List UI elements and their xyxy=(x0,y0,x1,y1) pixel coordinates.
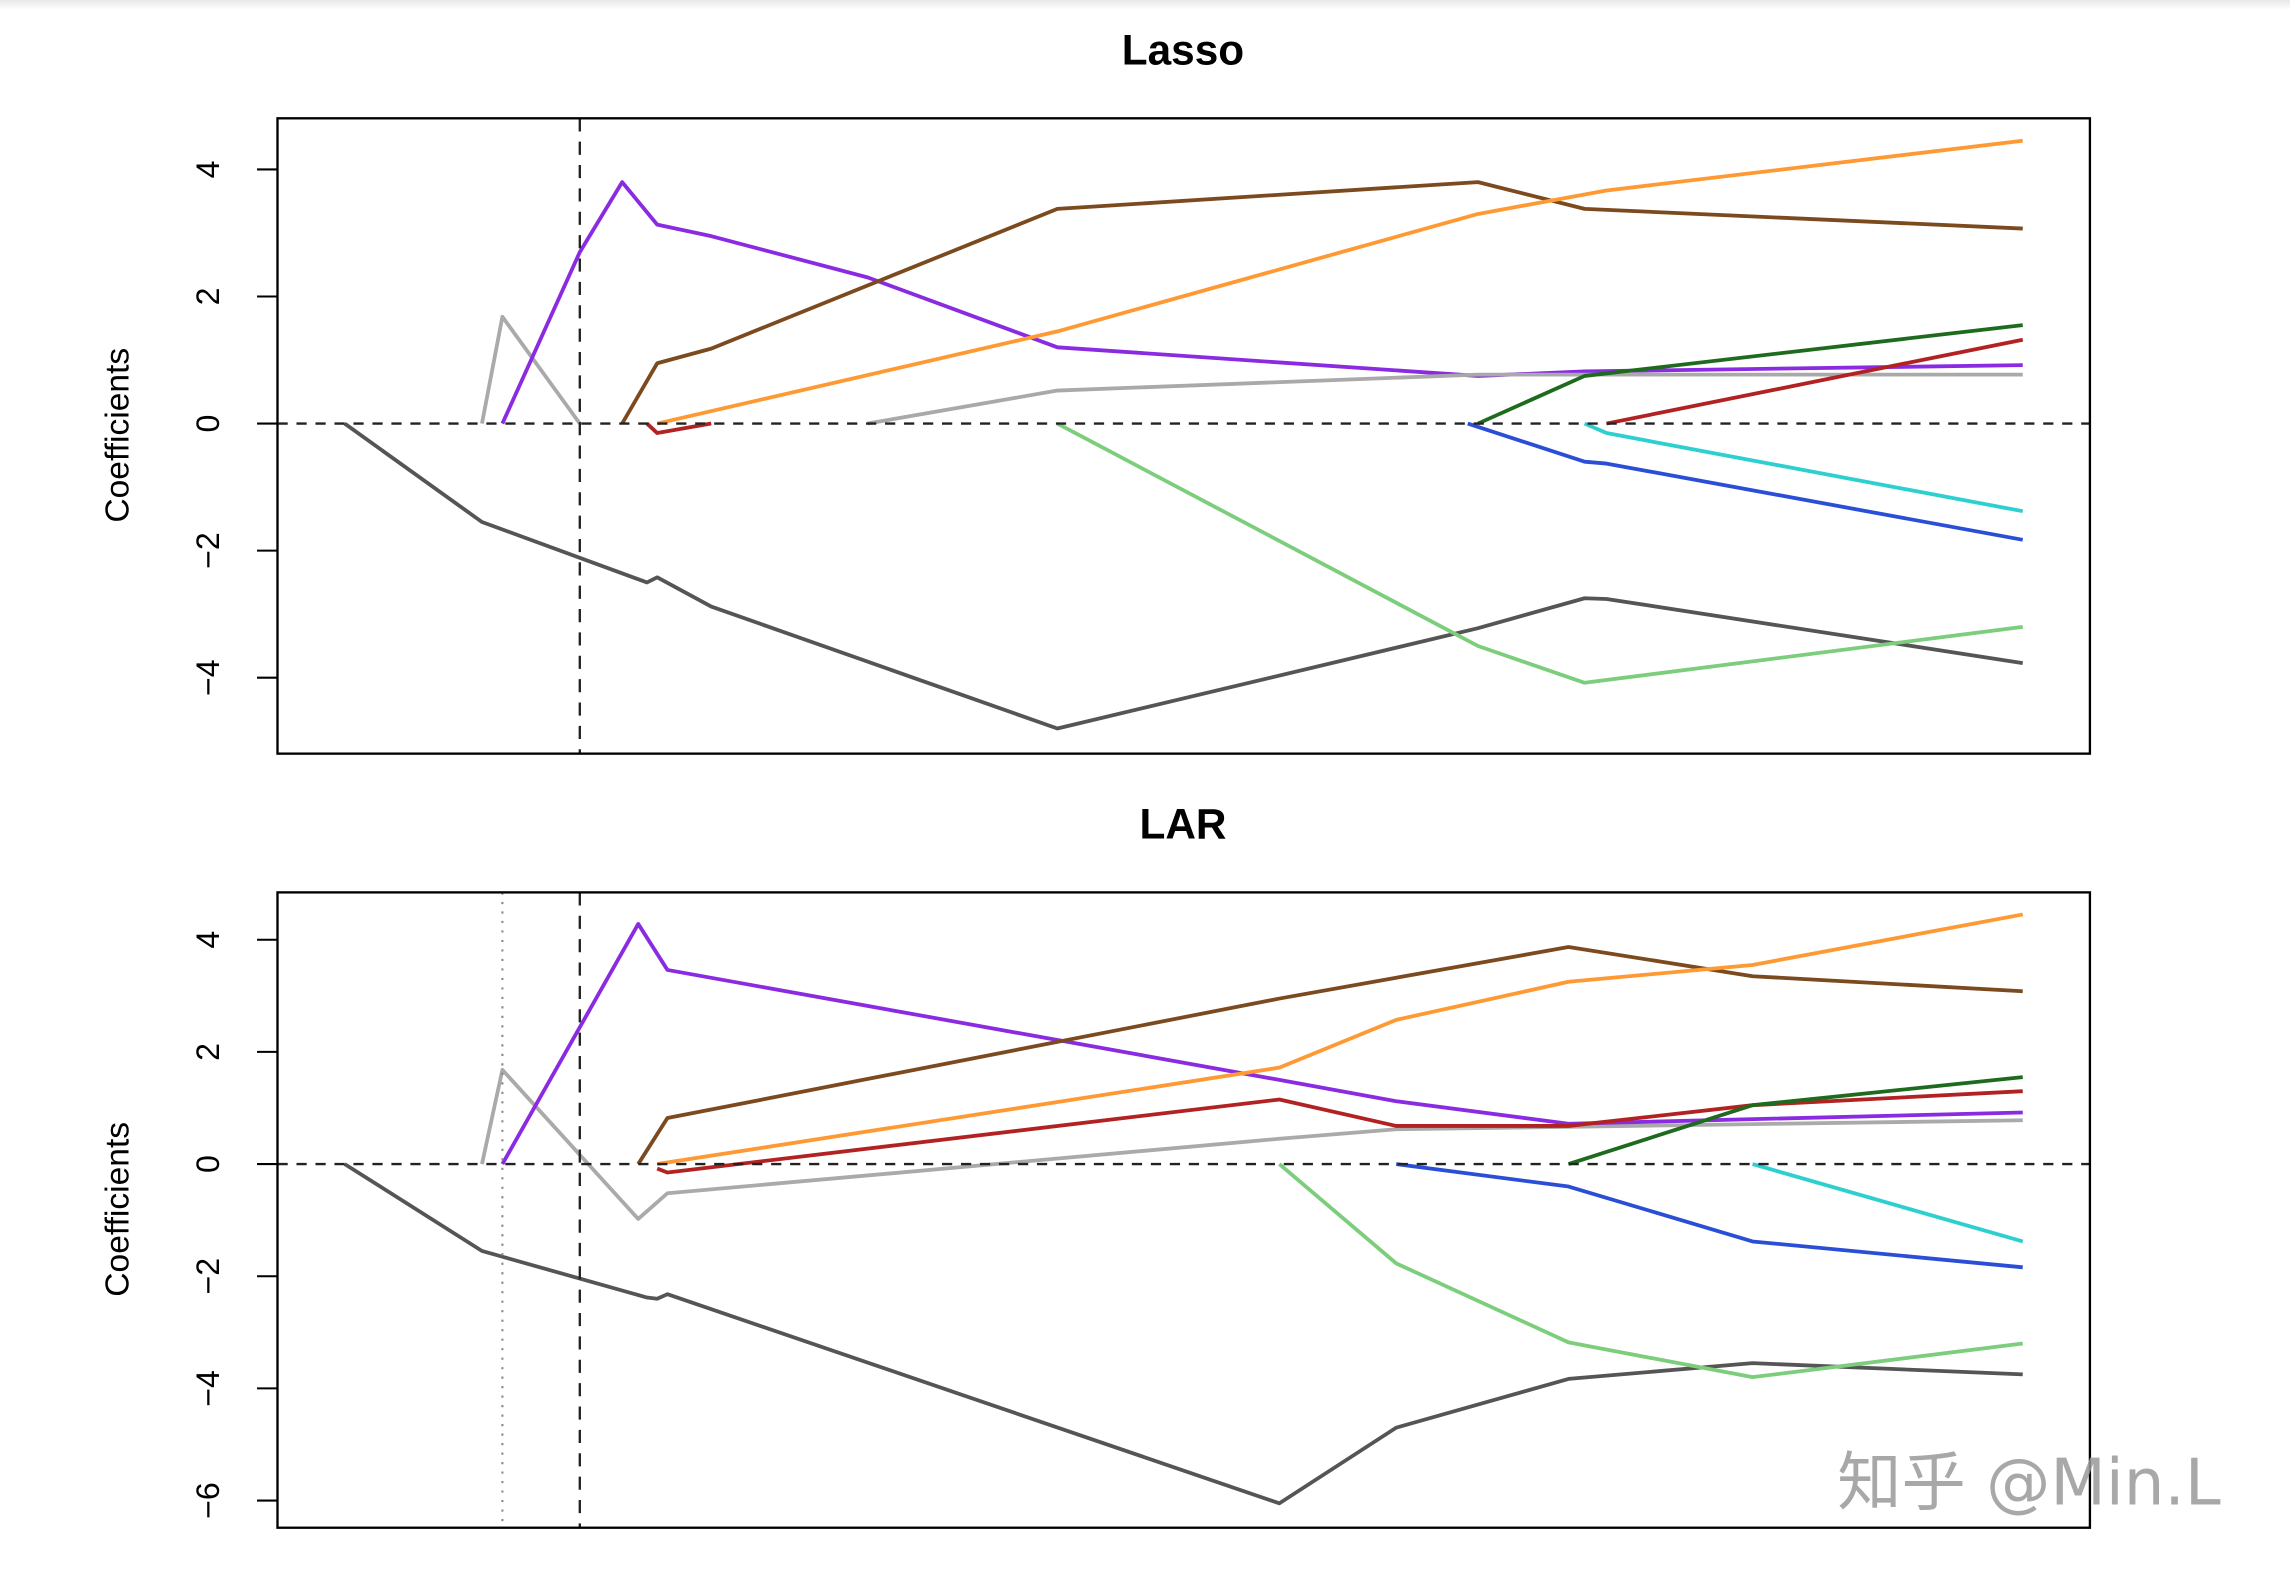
y-tick-label: −4 xyxy=(190,659,226,696)
coefficient-path-cyan xyxy=(1752,1162,2024,1244)
lar-y-axis-ticks: −6 −4 −2 0 2 4 xyxy=(190,931,278,1519)
y-tick-label: −2 xyxy=(190,1258,226,1295)
coefficient-path-brown xyxy=(620,180,2023,425)
coefficient-path-light-green xyxy=(1278,1162,2023,1380)
coefficient-path-dark-gray xyxy=(343,422,2024,731)
lar-y-axis-label: Coefficients xyxy=(100,1122,137,1297)
coefficient-path-orange xyxy=(656,912,2024,1166)
watermark: 知乎 @Min.L xyxy=(1837,1445,2221,1520)
coefficient-path-blue xyxy=(1467,421,2024,542)
coefficient-path-red-early xyxy=(645,421,712,435)
y-tick-label: 0 xyxy=(190,415,226,433)
y-tick-label: 2 xyxy=(190,1043,226,1061)
lar-title: LAR xyxy=(1139,800,1226,847)
lar-coefficient-paths xyxy=(343,912,2024,1506)
lasso-plot-frame xyxy=(276,117,2092,755)
y-tick-label: 4 xyxy=(190,931,226,949)
coefficient-path-gray xyxy=(867,372,2023,426)
lasso-panel: Lasso Coefficients −4 −2 0 2 4 xyxy=(100,26,2092,755)
window-top-edge xyxy=(0,0,2290,10)
coefficient-path-blue xyxy=(1395,1162,2023,1270)
lar-plot-frame xyxy=(276,891,2092,1529)
coefficient-path-dark-green xyxy=(1567,1075,2023,1166)
coefficient-path-dark-green xyxy=(1477,323,2023,426)
coefficient-path-light-gray-early xyxy=(480,1067,2023,1221)
lar-panel: LAR Coefficients −6 −4 −2 0 2 4 xyxy=(100,800,2092,1529)
coefficient-path-light-gray-early xyxy=(480,314,582,425)
coefficient-path-dark-gray xyxy=(343,1162,2023,1506)
coefficient-path-brown xyxy=(636,945,2023,1166)
coefficient-path-orange xyxy=(656,138,2023,426)
y-tick-label: 2 xyxy=(190,288,226,306)
lar-reference-lines xyxy=(277,892,2090,1528)
lasso-y-axis-label: Coefficients xyxy=(100,348,137,523)
lasso-title: Lasso xyxy=(1122,26,1244,73)
coefficient-path-red-late xyxy=(1606,337,2024,426)
coefficient-path-purple xyxy=(500,922,2023,1165)
y-tick-label: 0 xyxy=(190,1155,226,1173)
coefficient-path-light-green xyxy=(1056,421,2023,685)
coefficient-path-cyan xyxy=(1583,421,2024,514)
y-tick-label: −6 xyxy=(190,1482,226,1519)
lasso-y-axis-ticks: −4 −2 0 2 4 xyxy=(190,160,278,696)
y-tick-label: 4 xyxy=(190,160,226,178)
lasso-coefficient-paths xyxy=(343,138,2024,731)
lasso-reference-lines xyxy=(277,118,2090,754)
y-tick-label: −2 xyxy=(190,532,226,569)
y-tick-label: −4 xyxy=(190,1370,226,1407)
